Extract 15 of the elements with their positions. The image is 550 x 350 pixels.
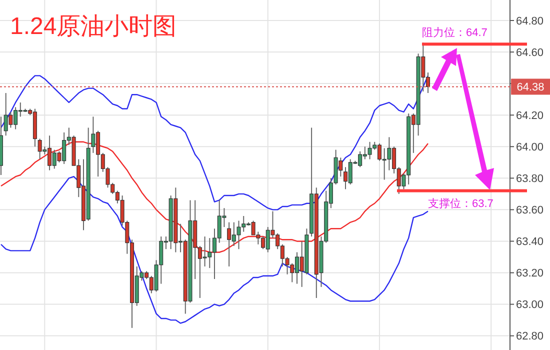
- ref-line-label: 阻力位：64.7: [422, 26, 488, 40]
- y-tick-label: 64.00: [516, 141, 544, 154]
- ref-line-label: 支撑位：63.7: [428, 196, 494, 210]
- line-series: [0, 75, 429, 210]
- y-tick-label: 64.60: [516, 46, 544, 59]
- y-tick-label: 64.20: [516, 110, 544, 122]
- y-tick-label: 62.80: [516, 330, 544, 343]
- y-tick-label: 63.80: [516, 173, 544, 186]
- y-tick-label: 63.40: [516, 236, 544, 248]
- y-tick-label: 63.60: [516, 204, 544, 217]
- y-tick-label: 63.20: [516, 268, 544, 280]
- y-tick-label: 63.00: [516, 299, 544, 312]
- text: 1.24原油小时图: [10, 13, 177, 40]
- ref-line-label: 64.38: [516, 82, 544, 94]
- y-tick-label: 64.80: [516, 15, 544, 28]
